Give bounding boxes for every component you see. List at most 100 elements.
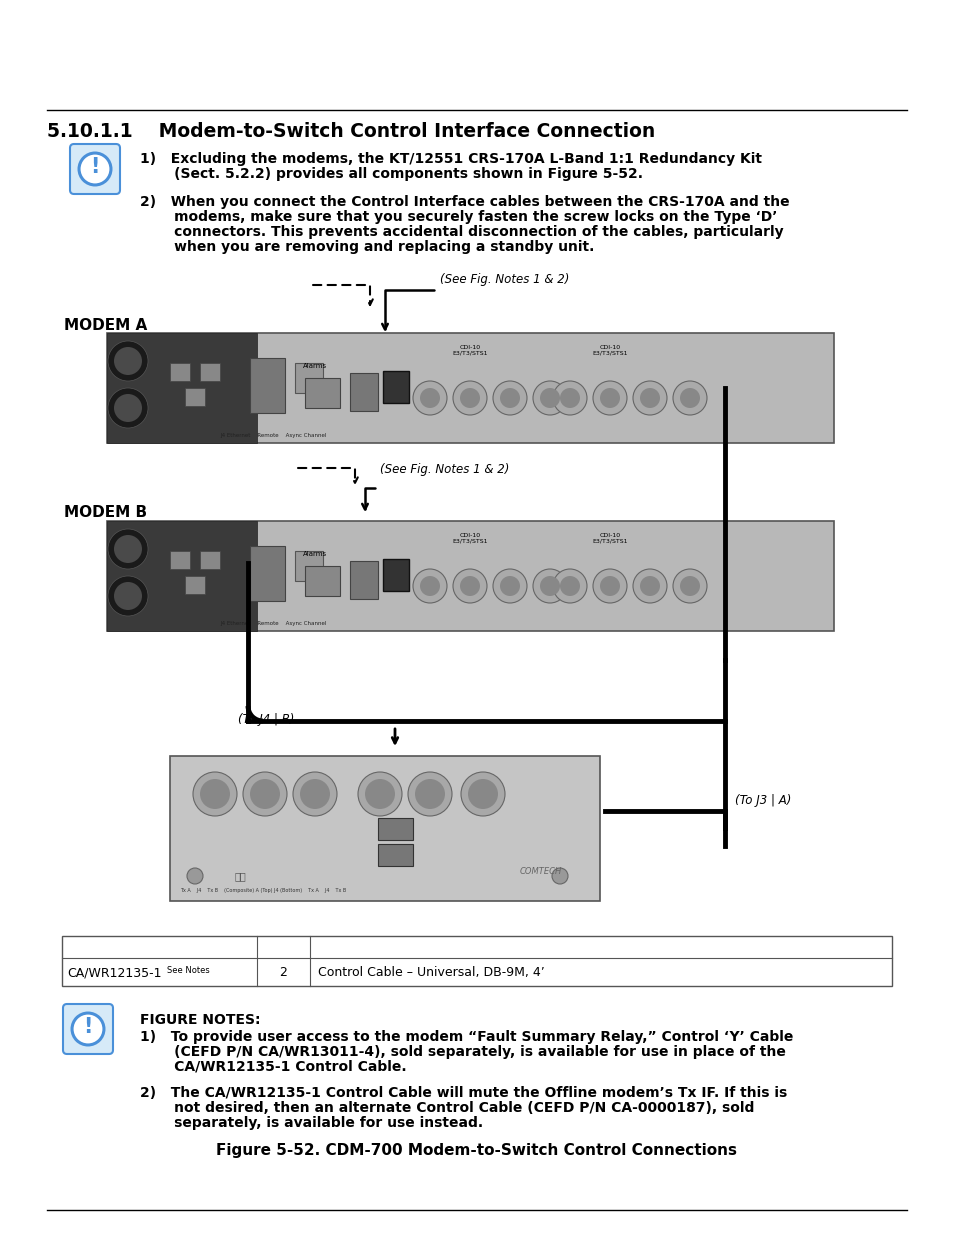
Text: Figure 5-52. CDM-700 Modem-to-Switch Control Connections: Figure 5-52. CDM-700 Modem-to-Switch Con… xyxy=(216,1144,737,1158)
Bar xyxy=(294,551,323,580)
Text: 5.10.1.1    Modem-to-Switch Control Interface Connection: 5.10.1.1 Modem-to-Switch Control Interfa… xyxy=(47,122,655,141)
Circle shape xyxy=(533,569,566,603)
Text: COMTECH: COMTECH xyxy=(519,867,561,876)
Bar xyxy=(62,936,891,986)
Circle shape xyxy=(672,382,706,415)
Circle shape xyxy=(408,772,452,816)
Circle shape xyxy=(357,772,401,816)
Text: 2)   The CA/WR12135-1 Control Cable will mute the Offline modem’s Tx IF. If this: 2) The CA/WR12135-1 Control Cable will m… xyxy=(140,1086,786,1100)
Text: J4 Ethernet    Remote    Async Channel: J4 Ethernet Remote Async Channel xyxy=(220,433,326,438)
Bar xyxy=(377,844,413,866)
Bar xyxy=(185,388,205,406)
Text: CDI-10
E3/T3/STS1: CDI-10 E3/T3/STS1 xyxy=(592,345,627,356)
Text: MODEM A: MODEM A xyxy=(64,317,147,333)
Text: separately, is available for use instead.: separately, is available for use instead… xyxy=(140,1116,482,1130)
Circle shape xyxy=(639,576,659,597)
Text: Control Cable – Universal, DB-9M, 4’: Control Cable – Universal, DB-9M, 4’ xyxy=(317,966,544,979)
Circle shape xyxy=(679,388,700,408)
Bar xyxy=(382,370,409,403)
Text: FIGURE NOTES:: FIGURE NOTES: xyxy=(140,1013,260,1028)
Text: (See Fig. Notes 1 & 2): (See Fig. Notes 1 & 2) xyxy=(439,273,569,287)
Bar xyxy=(107,333,256,443)
Circle shape xyxy=(415,779,444,809)
Circle shape xyxy=(72,1013,104,1045)
Circle shape xyxy=(679,576,700,597)
Circle shape xyxy=(113,394,142,422)
Circle shape xyxy=(639,388,659,408)
Circle shape xyxy=(553,569,586,603)
Text: !: ! xyxy=(91,157,99,178)
Bar xyxy=(185,576,205,594)
Text: CA/WR12135-1 Control Cable.: CA/WR12135-1 Control Cable. xyxy=(140,1060,406,1074)
Circle shape xyxy=(593,569,626,603)
Bar xyxy=(294,363,323,393)
Circle shape xyxy=(460,772,504,816)
Bar xyxy=(170,363,190,382)
Circle shape xyxy=(250,779,280,809)
Bar xyxy=(382,559,409,592)
Circle shape xyxy=(633,382,666,415)
Circle shape xyxy=(108,388,148,429)
Text: Alarms: Alarms xyxy=(303,551,327,557)
Circle shape xyxy=(559,388,579,408)
Circle shape xyxy=(553,382,586,415)
Circle shape xyxy=(599,388,619,408)
Text: 1)   To provide user access to the modem “Fault Summary Relay,” Control ‘Y’ Cabl: 1) To provide user access to the modem “… xyxy=(140,1030,793,1044)
Circle shape xyxy=(419,576,439,597)
Bar xyxy=(200,363,220,382)
Text: CDI-10
E3/T3/STS1: CDI-10 E3/T3/STS1 xyxy=(452,345,487,356)
Bar xyxy=(170,756,599,902)
Circle shape xyxy=(293,772,336,816)
Circle shape xyxy=(499,388,519,408)
Text: (To J4 | B): (To J4 | B) xyxy=(237,713,294,726)
Circle shape xyxy=(672,569,706,603)
Circle shape xyxy=(453,569,486,603)
Text: (To J3 | A): (To J3 | A) xyxy=(734,794,791,806)
Bar xyxy=(107,521,256,631)
Circle shape xyxy=(593,382,626,415)
FancyBboxPatch shape xyxy=(70,144,120,194)
Circle shape xyxy=(419,388,439,408)
Text: MODEM B: MODEM B xyxy=(64,505,147,520)
Circle shape xyxy=(413,382,447,415)
Text: CA/WR12135-1: CA/WR12135-1 xyxy=(67,966,161,979)
Circle shape xyxy=(468,779,497,809)
Circle shape xyxy=(493,569,526,603)
Bar xyxy=(200,551,220,569)
Circle shape xyxy=(200,779,230,809)
Bar xyxy=(305,566,339,597)
Circle shape xyxy=(533,382,566,415)
Circle shape xyxy=(113,347,142,375)
Circle shape xyxy=(193,772,236,816)
Text: Tx A    J4    Tx B    (Composite) A (Top) J4 (Bottom)    Tx A    J4    Tx B: Tx A J4 Tx B (Composite) A (Top) J4 (Bot… xyxy=(180,888,346,893)
Circle shape xyxy=(459,576,479,597)
Bar xyxy=(107,521,833,631)
Text: Alarms: Alarms xyxy=(303,363,327,369)
Circle shape xyxy=(552,868,567,884)
FancyBboxPatch shape xyxy=(63,1004,112,1053)
Circle shape xyxy=(559,576,579,597)
Text: (Sect. 5.2.2) provides all components shown in Figure 5-52.: (Sect. 5.2.2) provides all components sh… xyxy=(140,167,642,182)
Circle shape xyxy=(79,153,111,185)
Text: ⳣⳣ: ⳣⳣ xyxy=(234,871,247,881)
Text: J4 Ethernet    Remote    Async Channel: J4 Ethernet Remote Async Channel xyxy=(220,621,326,626)
Text: when you are removing and replacing a standby unit.: when you are removing and replacing a st… xyxy=(140,240,594,254)
Text: CDI-10
E3/T3/STS1: CDI-10 E3/T3/STS1 xyxy=(592,534,627,543)
Circle shape xyxy=(243,772,287,816)
Circle shape xyxy=(187,868,203,884)
Bar xyxy=(250,546,285,601)
Text: (See Fig. Notes 1 & 2): (See Fig. Notes 1 & 2) xyxy=(379,463,509,475)
Bar xyxy=(377,818,413,840)
Circle shape xyxy=(539,388,559,408)
Circle shape xyxy=(413,569,447,603)
Bar xyxy=(250,358,285,412)
Text: modems, make sure that you securely fasten the screw locks on the Type ‘D’: modems, make sure that you securely fast… xyxy=(140,210,777,224)
Bar xyxy=(305,378,339,408)
Text: not desired, then an alternate Control Cable (CEFD P/N CA-0000187), sold: not desired, then an alternate Control C… xyxy=(140,1100,754,1115)
Circle shape xyxy=(453,382,486,415)
Text: CDI-10
E3/T3/STS1: CDI-10 E3/T3/STS1 xyxy=(452,534,487,543)
Text: (CEFD P/N CA/WR13011-4), sold separately, is available for use in place of the: (CEFD P/N CA/WR13011-4), sold separately… xyxy=(140,1045,785,1058)
Text: 2)   When you connect the Control Interface cables between the CRS-170A and the: 2) When you connect the Control Interfac… xyxy=(140,195,789,209)
Circle shape xyxy=(108,529,148,569)
Circle shape xyxy=(108,576,148,616)
